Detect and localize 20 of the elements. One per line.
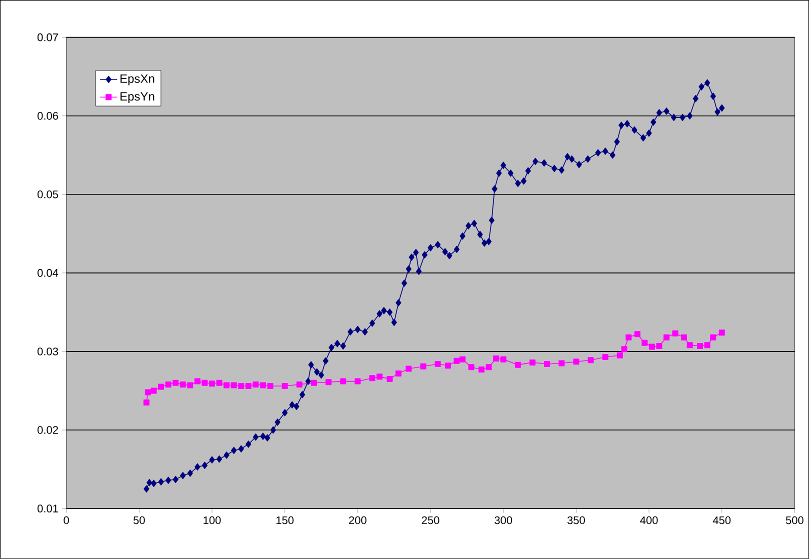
x-tick-label: 450 — [712, 516, 731, 524]
x-tick-label: 150 — [276, 516, 294, 524]
x-tick-label: 350 — [567, 516, 585, 524]
y-tick-label: 0.05 — [38, 190, 58, 198]
legend-label: EpsYn — [120, 92, 154, 104]
y-tick-label: 0.06 — [38, 112, 58, 120]
y-tick-label: 0.03 — [38, 348, 58, 356]
y-tick-label: 0.07 — [38, 33, 58, 42]
x-tick-label: 500 — [786, 516, 804, 524]
x-tick-label: 300 — [494, 516, 512, 524]
y-tick-label: 0.02 — [38, 426, 58, 434]
legend-label: EpsXn — [120, 74, 154, 86]
y-tick-label: 0.04 — [38, 269, 58, 277]
x-tick-label: 200 — [349, 516, 366, 524]
x-tick-label: 250 — [422, 516, 440, 524]
x-tick-label: 50 — [133, 516, 145, 524]
x-tick-label: 0 — [64, 516, 69, 524]
y-tick-label: 0.01 — [38, 504, 58, 512]
x-tick-label: 100 — [204, 516, 221, 524]
x-tick-label: 400 — [640, 516, 658, 524]
